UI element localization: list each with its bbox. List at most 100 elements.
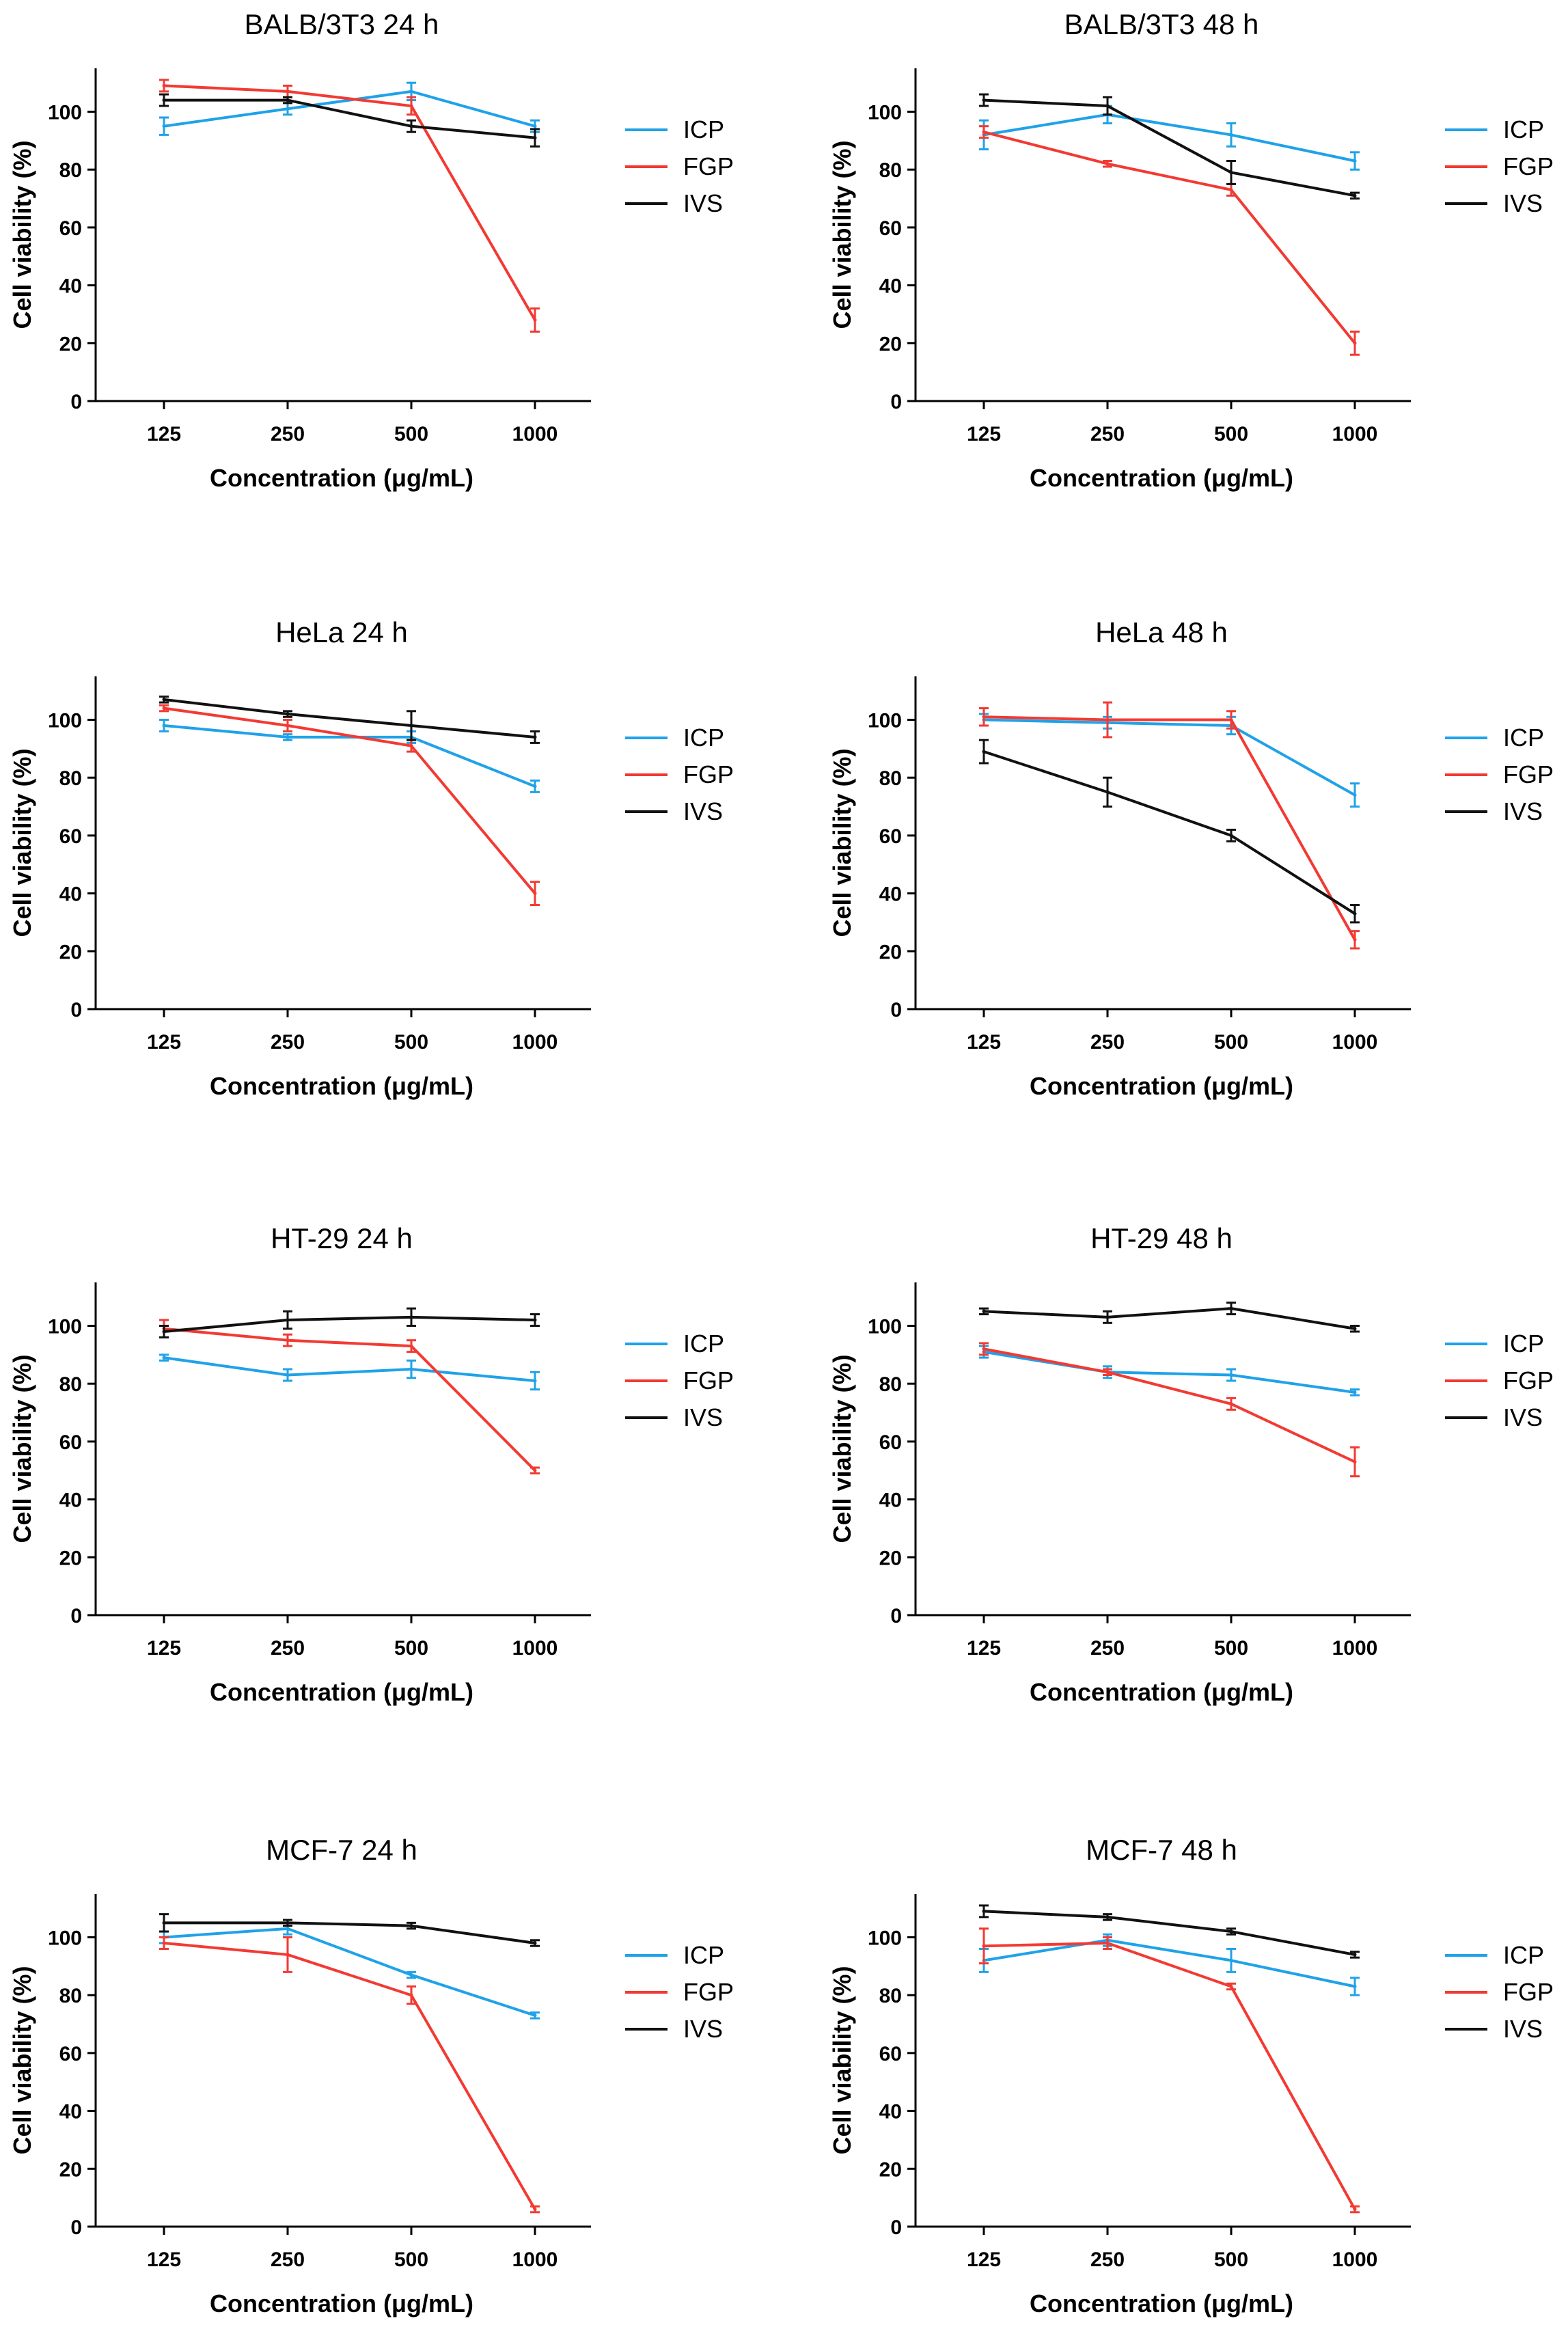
legend-label-ivs: IVS [683, 797, 723, 825]
y-tick-label: 0 [70, 999, 82, 1021]
x-axis-title: Concentration (μg/mL) [1030, 1678, 1293, 1706]
chart-panel-3: HeLa 24 h 0 20 40 60 80 100 125 250 500 1000 Concen… [8, 616, 734, 1100]
series-line-icp [983, 718, 1356, 797]
series-line-fgp [163, 1941, 536, 2210]
x-tick-label: 1000 [1332, 2248, 1378, 2271]
data-point [982, 749, 986, 754]
data-point [533, 124, 537, 128]
y-tick-label: 20 [59, 2158, 82, 2181]
series-line-ivs [983, 750, 1356, 915]
data-point [1229, 133, 1233, 137]
y-tick-label: 100 [48, 710, 82, 732]
data-point [409, 744, 413, 748]
series-line-ivs [983, 1307, 1356, 1330]
y-axis-title: Cell viability (%) [8, 748, 36, 937]
data-point [162, 1330, 166, 1334]
data-point [533, 2208, 537, 2212]
y-tick-label: 100 [48, 1316, 82, 1338]
data-point [1105, 790, 1110, 794]
chart-title: MCF-7 24 h [266, 1834, 417, 1866]
data-point [162, 724, 166, 728]
y-axis-title: Cell viability (%) [828, 1966, 856, 2154]
data-point [286, 1921, 290, 1925]
y-tick-label: 80 [59, 1373, 82, 1396]
data-point [533, 2013, 537, 2018]
x-tick-label: 125 [967, 1637, 1001, 1660]
series-ivs [159, 696, 540, 744]
data-point [1105, 1915, 1110, 1919]
data-point [982, 98, 986, 102]
data-point [1353, 1327, 1357, 1331]
data-point [1353, 193, 1357, 197]
data-point [1105, 1370, 1110, 1374]
legend: ICP FGP IVS [625, 1330, 734, 1431]
y-tick-label: 0 [890, 1605, 902, 1627]
x-axis-title: Concentration (μg/mL) [1030, 1072, 1293, 1100]
x-tick-label: 1000 [1332, 423, 1378, 445]
y-tick-label: 20 [59, 941, 82, 963]
x-axis-title: Concentration (μg/mL) [210, 2289, 473, 2318]
series-line-ivs [163, 698, 536, 739]
data-point [286, 1338, 290, 1343]
chart-title: HeLa 24 h [275, 616, 408, 648]
legend-label-ivs: IVS [1503, 1403, 1543, 1431]
data-point [1353, 1953, 1357, 1957]
y-tick-label: 80 [59, 159, 82, 182]
y-tick-label: 40 [879, 883, 902, 906]
series-ivs [979, 1904, 1360, 1959]
x-tick-label: 250 [1090, 423, 1125, 445]
data-point [286, 1318, 290, 1322]
series-line-ivs [163, 1315, 536, 1333]
legend-label-icp: ICP [683, 724, 724, 752]
series-line-icp [983, 113, 1356, 163]
series-fgp [979, 701, 1360, 950]
series-line-fgp [163, 84, 536, 321]
x-tick-label: 500 [394, 1031, 428, 1054]
y-tick-label: 20 [879, 333, 902, 355]
series-line-fgp [983, 1941, 1356, 2210]
data-point [1229, 170, 1233, 174]
data-point [982, 130, 986, 134]
y-tick-label: 80 [59, 1985, 82, 2007]
data-point [286, 712, 290, 716]
data-point [1353, 159, 1357, 163]
data-point [1229, 834, 1233, 838]
y-tick-label: 40 [879, 1489, 902, 1512]
y-tick-label: 0 [890, 391, 902, 413]
data-point [1105, 162, 1110, 166]
y-tick-label: 40 [59, 1489, 82, 1512]
x-tick-label: 1000 [512, 1031, 558, 1054]
data-point [1353, 937, 1357, 941]
y-tick-label: 0 [890, 2216, 902, 2239]
x-tick-label: 125 [147, 1031, 181, 1054]
legend-label-icp: ICP [1503, 724, 1544, 752]
series-line-fgp [983, 1347, 1356, 1463]
y-tick-label: 60 [59, 1431, 82, 1454]
legend-label-ivs: IVS [1503, 797, 1543, 825]
legend: ICP FGP IVS [1445, 1941, 1554, 2043]
series-line-icp [163, 1927, 536, 2017]
y-tick-label: 80 [879, 1985, 902, 2007]
y-axis-title: Cell viability (%) [828, 748, 856, 937]
data-point [1229, 1929, 1233, 1934]
data-point [162, 1356, 166, 1360]
y-tick-label: 20 [879, 941, 902, 963]
y-tick-label: 80 [879, 1373, 902, 1396]
y-tick-label: 20 [59, 333, 82, 355]
chart-title: MCF-7 48 h [1086, 1834, 1237, 1866]
x-tick-label: 250 [271, 423, 305, 445]
y-tick-label: 60 [879, 2043, 902, 2065]
chart-panel-7: MCF-7 24 h 0 20 40 60 80 100 125 250 500 1000 Conce… [8, 1834, 734, 2318]
data-point [533, 892, 537, 896]
x-axis-title: Concentration (μg/mL) [1030, 464, 1293, 492]
chart-panel-6: HT-29 48 h 0 20 40 60 80 100 125 250 500 1000 Conce… [828, 1222, 1554, 1706]
series-fgp [159, 1319, 540, 1474]
x-tick-label: 1000 [512, 423, 558, 445]
series-line-ivs [983, 98, 1356, 197]
y-tick-label: 0 [70, 391, 82, 413]
x-tick-label: 500 [394, 2248, 428, 2271]
chart-title: BALB/3T3 48 h [1064, 8, 1259, 40]
data-point [533, 136, 537, 140]
y-axis-title: Cell viability (%) [8, 140, 36, 329]
data-point [286, 98, 290, 102]
